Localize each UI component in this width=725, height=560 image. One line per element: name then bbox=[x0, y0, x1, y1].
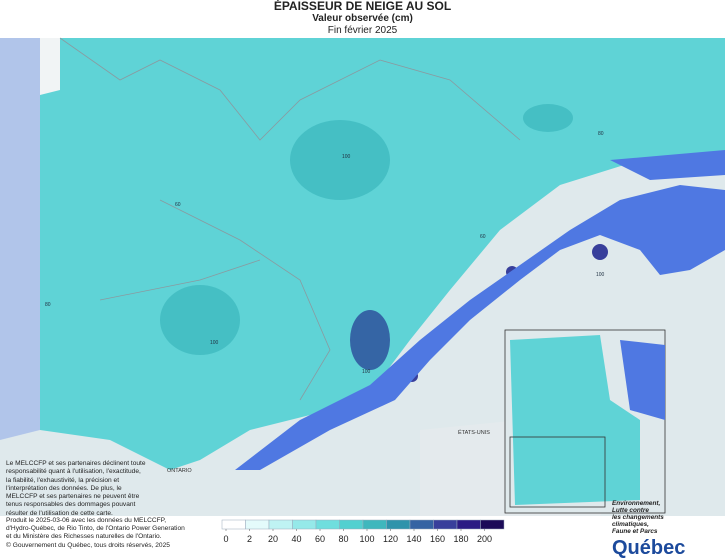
legend-tick-label: 20 bbox=[268, 534, 278, 544]
disclaimer: Le MELCCFP et ses partenaires déclinent … bbox=[6, 460, 166, 518]
header: ÉPAISSEUR DE NEIGE AU SOL Valeur observé… bbox=[0, 0, 725, 37]
legend-swatch bbox=[339, 519, 364, 530]
legend-tick-label: 40 bbox=[291, 534, 301, 544]
contour-label: 60 bbox=[480, 234, 486, 240]
legend-swatch bbox=[409, 519, 434, 530]
region-label: ONTARIO bbox=[167, 468, 192, 474]
snow-zone bbox=[290, 120, 390, 200]
footer-line: et du Ministère des Richesses naturelles… bbox=[6, 533, 162, 541]
footer: Produit le 2025-03-06 avec les données d… bbox=[6, 517, 185, 542]
legend-swatch bbox=[221, 519, 246, 530]
snow-zone bbox=[350, 310, 390, 370]
ministry-line: Faune et Parcs bbox=[612, 528, 658, 535]
legend-swatch bbox=[268, 519, 293, 530]
legend-swatch bbox=[315, 519, 340, 530]
land bbox=[40, 38, 725, 470]
ministry-line: Environnement, bbox=[612, 500, 661, 507]
legend: 0 2 20 40 60 80 100 120 140 160 180 200 bbox=[221, 519, 505, 544]
st-lawrence bbox=[235, 185, 725, 470]
snow-zone bbox=[160, 285, 240, 355]
logo-name: Québec bbox=[612, 537, 686, 559]
disclaimer-line: tenus responsables des dommages pouvant bbox=[6, 501, 136, 509]
boundary bbox=[59, 37, 521, 401]
ministry-line: Lutte contre bbox=[612, 507, 649, 514]
contour-label: 100 bbox=[362, 369, 371, 375]
legend-tick-label: 140 bbox=[406, 534, 421, 544]
subtitle: Valeur observée (cm) bbox=[312, 13, 413, 24]
legend-tick-label: 120 bbox=[383, 534, 398, 544]
legend-tick-label: 180 bbox=[453, 534, 468, 544]
contour-label: 80 bbox=[45, 302, 51, 308]
legend-swatch bbox=[292, 519, 317, 530]
legend-tick-label: 0 bbox=[223, 534, 228, 544]
contour-label: 60 bbox=[175, 202, 181, 208]
disclaimer-line: la fiabilité, l'exhaustivité, la précisi… bbox=[6, 476, 120, 484]
ministry: Environnement, Lutte contre les changement… bbox=[612, 500, 722, 535]
legend-tick-label: 100 bbox=[359, 534, 374, 544]
title: ÉPAISSEUR DE NEIGE AU SOL bbox=[273, 0, 452, 13]
legend-tick-label: 60 bbox=[315, 534, 325, 544]
snow-zone bbox=[523, 104, 573, 132]
legend-swatch bbox=[433, 519, 458, 530]
disclaimer-line: l'interprétation des données. De plus, l… bbox=[6, 484, 122, 492]
land bbox=[40, 38, 60, 95]
legend-tick-label: 200 bbox=[477, 534, 492, 544]
legend-swatch bbox=[386, 519, 411, 530]
inset-land bbox=[510, 335, 640, 505]
water bbox=[610, 150, 725, 180]
region-label: ÉTATS-UNIS bbox=[458, 429, 490, 436]
disclaimer-line: Le MELCCFP et ses partenaires déclinent … bbox=[6, 460, 146, 467]
contour-label: 100 bbox=[596, 272, 605, 278]
legend-tick-label: 80 bbox=[338, 534, 348, 544]
water bbox=[0, 38, 40, 440]
snow-zone bbox=[592, 244, 608, 260]
copyright: © Gouvernement du Québec, tous droits ré… bbox=[6, 542, 170, 549]
legend-swatch bbox=[480, 519, 505, 530]
disclaimer-line: résulter de l'utilisation de cette carte… bbox=[6, 509, 113, 517]
legend-tick-label: 2 bbox=[247, 534, 252, 544]
date: Fin février 2025 bbox=[327, 25, 398, 36]
logo: Environnement, Lutte contre les changement… bbox=[612, 500, 722, 560]
inset-frame bbox=[509, 436, 606, 508]
contour-label: 100 bbox=[210, 340, 219, 346]
legend-swatch bbox=[362, 519, 387, 530]
legend-tick-label: 160 bbox=[430, 534, 445, 544]
ministry-line: les changements bbox=[612, 514, 664, 521]
inset-water bbox=[620, 340, 665, 420]
contour-label: 80 bbox=[598, 131, 604, 137]
legend-swatch bbox=[456, 519, 481, 530]
disclaimer-line: MELCCFP et ses partenaires ne peuvent êt… bbox=[6, 493, 140, 501]
legend-swatch bbox=[245, 519, 270, 530]
contour-label: 100 bbox=[342, 154, 351, 160]
ministry-line: climatiques, bbox=[612, 521, 649, 528]
footer-line: d'Hydro-Québec, de Rio Tinto, de l'Ontar… bbox=[6, 525, 185, 533]
footer-line: Produit le 2025-03-06 avec les données d… bbox=[6, 517, 167, 524]
disclaimer-line: responsabilité quant à l'utilisation, l'… bbox=[6, 468, 141, 476]
